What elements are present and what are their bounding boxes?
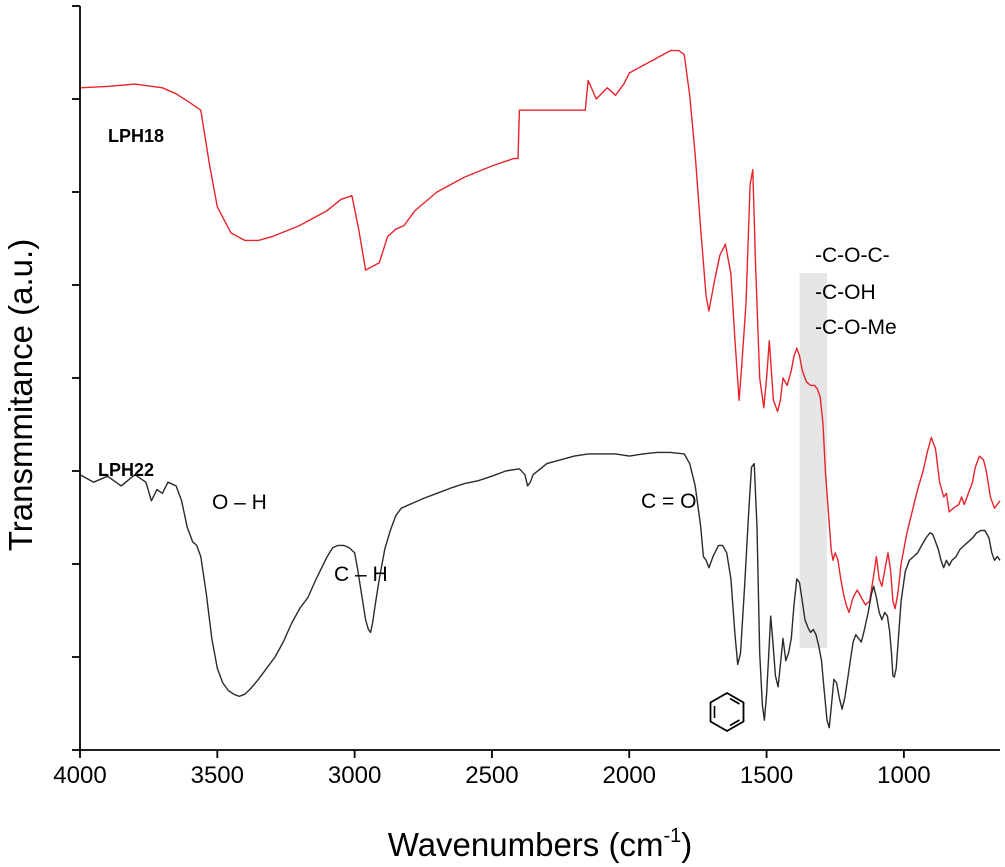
x-tick-label: 3000 [328,762,381,789]
x-tick-label: 2000 [603,762,656,789]
series-label-lph22: LPH22 [98,460,154,480]
series-label-lph18: LPH18 [108,126,164,146]
series-line-lph18 [79,49,1001,614]
benzene-ring-icon [709,691,745,733]
y-ticks-group [72,5,80,751]
series-line-lph22 [79,451,1001,729]
y-axis-title: Transmmitance (a.u.) [2,239,39,551]
annotation-c-h: C – H [334,563,388,586]
x-axis-title: Wavenumbers (cm-1) [388,825,692,863]
spectra-group [79,49,1001,729]
annotation-c-oh: -C-OH [815,281,876,304]
x-tick-label: 4000 [53,762,106,789]
highlight-band [799,273,827,648]
annotation-c-o-me: -C-O-Me [815,316,897,339]
x-tick-label: 1000 [877,762,930,789]
x-tick-label: 1500 [740,762,793,789]
x-tick-label: 2500 [465,762,518,789]
annotation-c-o-double: C = O [641,490,696,513]
x-tick-label: 3500 [191,762,244,789]
annotation-c-o-c: -C-O-C- [815,244,890,267]
annotation-o-h: O – H [212,491,267,514]
x-ticks-group: 4000 3500 3000 2500 2000 1500 1000 [53,750,931,789]
